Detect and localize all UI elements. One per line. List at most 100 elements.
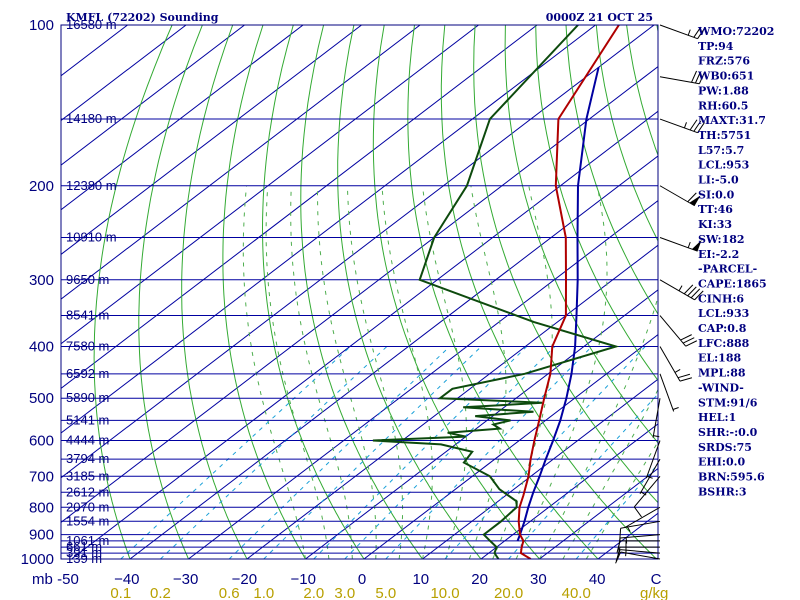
mixing-ratio-label: 40.0 bbox=[562, 585, 591, 600]
height-label: 6592 m bbox=[66, 366, 109, 381]
barb-full bbox=[693, 120, 702, 132]
isotherm-line bbox=[61, 25, 421, 300]
barb-staff bbox=[633, 475, 661, 508]
dewpoint-trace bbox=[372, 25, 620, 559]
barb-full bbox=[680, 334, 692, 341]
mixing-ratio-label: 20.0 bbox=[494, 585, 523, 600]
height-label: 3185 m bbox=[66, 468, 109, 483]
height-label: 661 m bbox=[66, 539, 102, 554]
barb-half bbox=[687, 241, 691, 248]
barb-staff bbox=[620, 534, 661, 539]
pressure-label: 400 bbox=[29, 339, 54, 356]
moist-adiabat-line bbox=[381, 185, 433, 559]
dry-adiabat-line bbox=[565, 25, 658, 315]
barb-half bbox=[672, 407, 679, 410]
dry-adiabat-line bbox=[181, 25, 248, 559]
index-entry: TP:94 bbox=[698, 40, 734, 53]
mixing-ratio-label: 0.6 bbox=[219, 585, 240, 600]
index-entry: EL:188 bbox=[698, 352, 741, 365]
barb-staff bbox=[659, 185, 695, 207]
index-entry: STM:91/6 bbox=[698, 396, 758, 409]
barb-full bbox=[677, 373, 691, 379]
dry-adiabat-line bbox=[473, 25, 658, 504]
wind-barb bbox=[625, 506, 661, 532]
wind-barb bbox=[617, 534, 661, 551]
barb-half bbox=[640, 491, 647, 496]
barb-flag bbox=[691, 239, 702, 252]
barb-staff bbox=[659, 346, 681, 382]
mixing-ratio-line bbox=[508, 393, 658, 559]
barb-full bbox=[689, 119, 698, 131]
wind-barb bbox=[633, 475, 661, 518]
index-entry: WB0:651 bbox=[697, 70, 754, 83]
temperature-tick-label: −30 bbox=[173, 571, 198, 588]
barb-full bbox=[691, 70, 698, 83]
barb-half bbox=[626, 526, 631, 532]
wind-barb bbox=[659, 70, 705, 85]
index-entry: EHI:0.0 bbox=[698, 456, 745, 469]
height-label: 5890 m bbox=[66, 390, 109, 405]
height-label: 4444 m bbox=[66, 433, 109, 448]
height-label: 139 m bbox=[66, 551, 102, 566]
temperature-tick-label: -50 bbox=[57, 571, 79, 588]
index-entry: HEL:1 bbox=[698, 411, 736, 424]
barb-full bbox=[697, 28, 705, 39]
pressure-label: 500 bbox=[29, 390, 54, 407]
pressure-label: 600 bbox=[29, 433, 54, 450]
isotherm-line bbox=[61, 25, 187, 122]
barb-staff bbox=[659, 237, 698, 252]
index-entry: WMO:72202 bbox=[697, 25, 774, 38]
index-entry: BRN:595.6 bbox=[698, 471, 765, 484]
mixing-ratio-label: 10.0 bbox=[430, 585, 459, 600]
wind-barb bbox=[659, 118, 705, 134]
wind-barb bbox=[652, 398, 661, 438]
index-entry: SI:0.0 bbox=[698, 188, 735, 201]
height-label: 10910 m bbox=[66, 229, 117, 244]
wind-barb bbox=[659, 346, 693, 382]
mixing-ratio-label: 0.1 bbox=[110, 585, 131, 600]
moist-adiabat-line bbox=[515, 185, 608, 559]
barb-full bbox=[687, 192, 697, 203]
x-unit-left: mb bbox=[32, 571, 53, 588]
index-entry: MPL:88 bbox=[698, 367, 746, 380]
wind-barb bbox=[659, 373, 679, 412]
barb-full bbox=[619, 528, 622, 541]
temperature-trace bbox=[517, 25, 620, 559]
isotherm-line bbox=[129, 155, 658, 559]
isotherm-line bbox=[363, 333, 658, 559]
barb-full bbox=[690, 288, 701, 299]
barb-full bbox=[697, 122, 705, 133]
wind-barb bbox=[659, 315, 698, 347]
barb-half bbox=[687, 29, 691, 36]
barb-full bbox=[682, 337, 695, 344]
index-entry: KI:33 bbox=[698, 218, 732, 231]
temperature-tick-label: −40 bbox=[114, 571, 139, 588]
temperature-tick-label: −20 bbox=[232, 571, 257, 588]
temperature-tick-labels: -50 −40 −30 −20 −10 0 10 20 30 40 C bbox=[57, 571, 661, 588]
isotherm-line bbox=[246, 244, 658, 559]
barb-full bbox=[616, 546, 621, 560]
mixing-ratio-lines bbox=[120, 346, 658, 559]
height-label: 3794 m bbox=[66, 451, 109, 466]
isotherm-line bbox=[61, 25, 655, 479]
barb-staff bbox=[639, 458, 661, 494]
pressure-tick-labels: 100 200 300 400 500 600 700 800 900 1000 bbox=[21, 17, 54, 568]
height-label: 2070 m bbox=[66, 499, 109, 514]
profiles bbox=[372, 25, 620, 559]
barb-staff bbox=[659, 24, 698, 40]
barb-full bbox=[694, 290, 704, 301]
sounding-title: KMFL (72202) Sounding bbox=[66, 11, 219, 24]
barb-half bbox=[625, 537, 628, 544]
index-entry: L57:5.7 bbox=[698, 144, 744, 157]
isotherm-line bbox=[61, 25, 304, 211]
mixing-ratio-label: 5.0 bbox=[375, 585, 396, 600]
index-entry: SHR:-:0.0 bbox=[698, 426, 758, 439]
height-label: 14180 m bbox=[66, 111, 117, 126]
temperature-tick-label: −10 bbox=[290, 571, 315, 588]
temperature-tick-label: 20 bbox=[471, 571, 488, 588]
index-entry: CINH:6 bbox=[698, 292, 744, 305]
index-entry: LI:-5.0 bbox=[698, 174, 739, 187]
height-label: 16580 m bbox=[66, 17, 117, 32]
isotherm-line bbox=[305, 289, 658, 559]
barb-staff bbox=[659, 279, 695, 301]
